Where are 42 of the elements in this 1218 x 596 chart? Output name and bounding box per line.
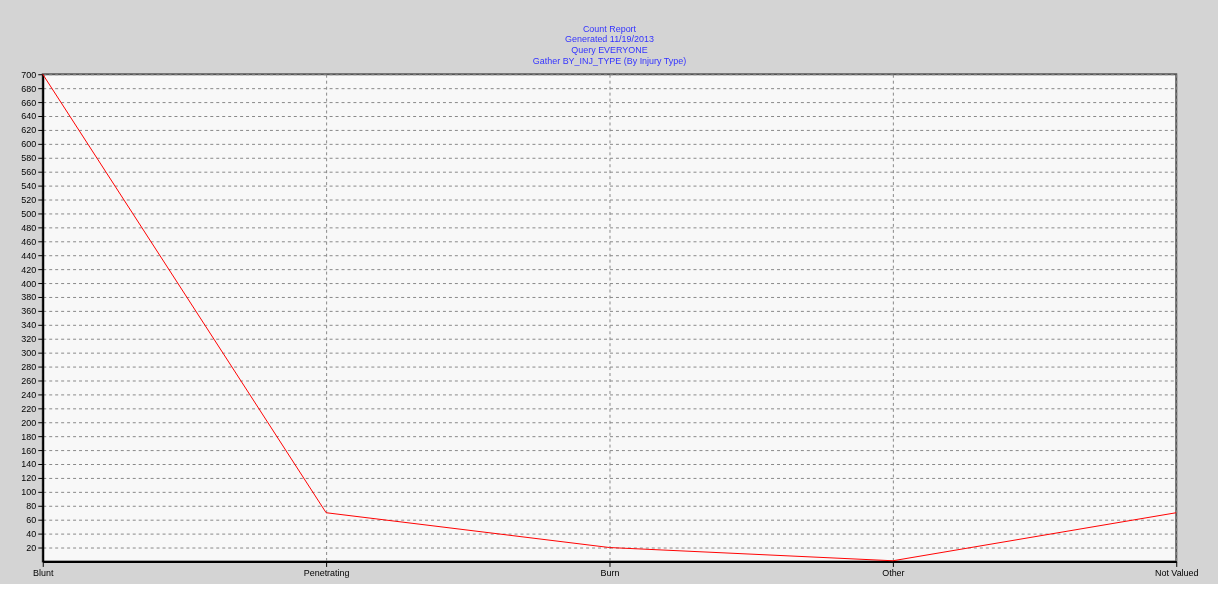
y-tick-label: 260 <box>21 375 37 386</box>
y-tick-label: 180 <box>21 431 37 442</box>
y-tick-label: 480 <box>21 222 37 233</box>
y-tick-label: 120 <box>21 473 37 484</box>
y-tick-label: 360 <box>21 306 37 317</box>
y-tick-label: 380 <box>21 292 37 303</box>
y-tick-label: 520 <box>21 195 37 206</box>
y-tick-label: 300 <box>21 348 37 359</box>
y-tick-label: 100 <box>21 487 37 498</box>
y-tick-label: 680 <box>21 83 37 94</box>
x-tick-label: Penetrating <box>303 567 350 578</box>
y-tick-label: 440 <box>21 250 37 261</box>
y-tick-label: 240 <box>21 389 37 400</box>
chart-subtitle: Generated 11/19/2013 Query EVERYONE Gather BY_INJ_TYPE (By Injury Type) <box>532 34 687 67</box>
y-tick-label: 280 <box>21 362 37 373</box>
y-tick-label: 340 <box>21 320 37 331</box>
y-tick-label: 200 <box>21 417 37 428</box>
y-tick-label: 560 <box>21 167 37 178</box>
y-tick-label: 60 <box>26 515 37 526</box>
y-tick-label: 600 <box>21 139 37 150</box>
y-tick-label: 20 <box>26 543 37 554</box>
x-tick-label: Burn <box>600 567 620 578</box>
y-tick-label: 580 <box>21 153 37 164</box>
y-tick-label: 700 <box>21 69 37 80</box>
y-tick-label: 460 <box>21 236 37 247</box>
y-tick-label: 80 <box>26 501 37 512</box>
x-tick-label: Blunt <box>33 567 54 578</box>
y-tick-label: 320 <box>21 334 37 345</box>
y-tick-label: 620 <box>21 125 37 136</box>
x-tick-label: Not Valued <box>1154 567 1199 578</box>
y-tick-label: 40 <box>26 529 37 540</box>
y-tick-label: 540 <box>21 181 37 192</box>
y-tick-label: 220 <box>21 403 37 414</box>
x-tick-label: Other <box>882 567 905 578</box>
chart-title: Count Report <box>582 24 637 35</box>
y-tick-label: 640 <box>21 111 37 122</box>
y-tick-label: 420 <box>21 264 37 275</box>
y-tick-label: 660 <box>21 97 37 108</box>
y-tick-label: 400 <box>21 278 37 289</box>
y-tick-label: 160 <box>21 445 37 456</box>
y-tick-label: 140 <box>21 459 37 470</box>
y-tick-label: 500 <box>21 208 37 219</box>
